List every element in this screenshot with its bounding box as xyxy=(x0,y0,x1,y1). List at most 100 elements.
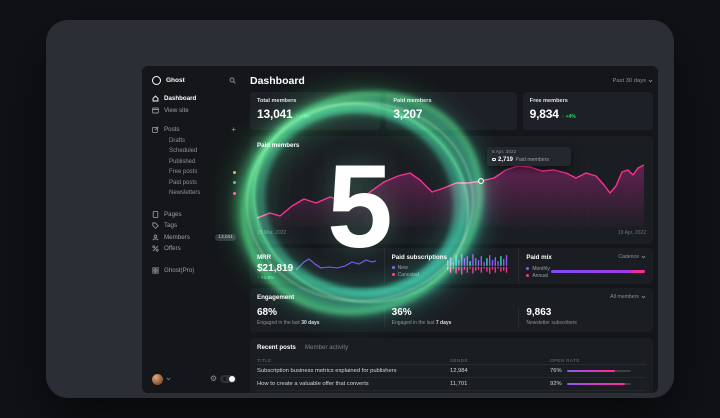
sidebar-footer: ⚙ xyxy=(152,373,236,385)
table-row[interactable]: Subscription business metrics explained … xyxy=(257,365,646,378)
ghost-logo-icon xyxy=(152,75,161,85)
brand-row: Ghost xyxy=(152,74,236,86)
sidebar-item-published[interactable]: Published xyxy=(169,158,196,165)
grid-icon xyxy=(152,267,159,274)
mrr-sparkline xyxy=(295,258,376,271)
chart-x-axis: 19 Mar, 2022 19 Apr, 2022 xyxy=(257,230,646,236)
search-icon[interactable] xyxy=(229,77,236,84)
posts-tabs: Recent posts Member activity xyxy=(257,344,646,351)
table-header: TITLE SENDS OPEN RATE xyxy=(257,356,646,365)
tag-icon xyxy=(152,222,159,230)
chart-marker-dot xyxy=(478,178,484,184)
paid-members-chart-card[interactable]: Paid members 6 Apr, 2022 2,719 xyxy=(250,136,653,244)
browser-icon xyxy=(152,107,159,114)
axis-start-label: 19 Mar, 2022 xyxy=(257,230,287,236)
post-title: Subscription business metrics explained … xyxy=(257,368,397,374)
recent-posts-card: Recent posts Member activity TITLE SENDS… xyxy=(250,338,653,393)
newsletters-dot xyxy=(233,191,236,195)
sidebar-item-view-site[interactable]: View site xyxy=(142,105,246,117)
chart-title: Paid members xyxy=(257,142,300,149)
page-title: Dashboard xyxy=(250,75,305,87)
mrr-section[interactable]: MRR $21,819 ↑ +3.8% xyxy=(250,248,384,284)
pen-icon xyxy=(152,126,159,134)
sidebar-item-posts[interactable]: Posts + xyxy=(142,124,246,136)
add-post-icon[interactable]: + xyxy=(231,124,236,134)
sidebar-item-paid-posts[interactable]: Paid posts xyxy=(142,178,246,189)
page-icon xyxy=(152,210,159,218)
post-sends: 11,701 xyxy=(450,381,468,387)
sidebar-item-pages[interactable]: Pages xyxy=(142,209,246,221)
open-rate-bar xyxy=(566,382,631,386)
tab-member-activity[interactable]: Member activity xyxy=(304,344,349,351)
total-members-delta: ↑ +4% xyxy=(295,114,310,120)
total-members-value: 13,041 xyxy=(257,107,293,121)
paid-members-value: 3,207 xyxy=(393,107,423,121)
axis-end-label: 19 Apr, 2022 xyxy=(617,230,646,236)
paid-mix-bar xyxy=(551,270,646,273)
post-title: How to create a valuable offer that conv… xyxy=(257,381,369,387)
sidebar-item-newsletters[interactable]: Newsletters xyxy=(142,188,246,199)
percent-icon xyxy=(152,245,159,252)
paid-mix-legend: Monthly Annual xyxy=(526,265,550,279)
sidebar-item-ghostpro[interactable]: Ghost(Pro) xyxy=(142,265,246,277)
sidebar: Ghost Dashboard View site xyxy=(142,66,246,393)
metrics-row: MRR $21,819 ↑ +3.8% Paid subscriptions N… xyxy=(250,248,653,284)
free-members-delta: ↑ +4% xyxy=(561,114,576,120)
moon-icon xyxy=(222,377,226,381)
chevron-down-icon xyxy=(641,295,646,299)
open-rate-value: 76% xyxy=(550,368,562,374)
new-legend-dot xyxy=(391,266,395,269)
sidebar-item-members[interactable]: Members 13,041 xyxy=(142,232,246,244)
free-members-card[interactable]: Free members 9,834 ↑ +4% xyxy=(522,92,653,130)
gear-icon[interactable]: ⚙ xyxy=(209,374,217,383)
user-avatar[interactable] xyxy=(152,373,163,385)
members-count-badge: 13,041 xyxy=(215,233,236,241)
tooltip-marker-dot xyxy=(492,157,496,162)
chevron-down-icon[interactable] xyxy=(166,377,171,381)
chevron-down-icon xyxy=(641,255,646,259)
sidebar-item-offers[interactable]: Offers xyxy=(142,243,246,255)
engagement-30d: 68% Engaged in the last 30 days xyxy=(257,307,320,326)
subscriptions-legend: New Canceled xyxy=(391,264,419,278)
tooltip-date: 6 Apr, 2022 xyxy=(492,150,517,155)
sidebar-nav: Dashboard View site Posts + Drafts xyxy=(142,93,246,276)
annual-segment xyxy=(631,270,645,273)
paid-posts-dot xyxy=(233,181,236,185)
sidebar-item-scheduled[interactable]: Scheduled xyxy=(169,148,198,155)
free-posts-dot xyxy=(233,170,236,174)
theme-toggle[interactable] xyxy=(220,374,236,384)
date-range-dropdown[interactable]: Past 30 days xyxy=(612,78,653,84)
device-frame: Ghost Dashboard View site xyxy=(46,20,674,398)
cadence-dropdown[interactable]: Cadence xyxy=(618,254,646,260)
page-header: Dashboard Past 30 days xyxy=(250,74,653,88)
open-rate-value: 92% xyxy=(550,381,562,387)
tab-recent-posts[interactable]: Recent posts xyxy=(257,344,296,351)
canceled-legend-dot xyxy=(391,273,395,276)
sidebar-item-free-posts[interactable]: Free posts xyxy=(142,167,246,178)
all-members-dropdown[interactable]: All members xyxy=(610,294,646,300)
paid-mix-section[interactable]: Paid mix Cadence Monthly xyxy=(518,248,653,284)
home-icon xyxy=(152,95,159,102)
table-row[interactable]: How to create a valuable offer that conv… xyxy=(257,378,646,391)
monthly-legend-dot xyxy=(526,267,530,270)
paid-subscriptions-section[interactable]: Paid subscriptions New Canceled xyxy=(383,248,519,284)
paid-members-area-chart[interactable] xyxy=(257,155,644,227)
subscriptions-bar-chart xyxy=(447,254,508,275)
open-rate-bar xyxy=(566,369,631,373)
chevron-down-icon xyxy=(648,79,653,83)
free-members-value: 9,834 xyxy=(529,107,559,121)
engagement-7d: 36% Engaged in the last 7 days xyxy=(383,307,519,327)
total-members-card[interactable]: Total members 13,041 ↑ +4% xyxy=(250,92,381,130)
sidebar-item-drafts[interactable]: Drafts xyxy=(169,137,186,144)
newsletter-subscribers: 9,863 Newsletter subscribers xyxy=(518,307,653,327)
stats-row: Total members 13,041 ↑ +4% Paid members … xyxy=(250,92,653,130)
monthly-segment xyxy=(551,270,632,273)
sidebar-item-dashboard[interactable]: Dashboard xyxy=(142,93,246,105)
sidebar-item-tags[interactable]: Tags xyxy=(142,220,246,232)
brand-name: Ghost xyxy=(166,76,185,84)
mrr-delta: ↑ +3.8% xyxy=(257,275,275,281)
members-icon xyxy=(152,234,159,241)
post-sends: 12,984 xyxy=(450,368,468,374)
paid-members-card[interactable]: Paid members 3,207 xyxy=(386,92,517,130)
annual-legend-dot xyxy=(526,274,530,277)
